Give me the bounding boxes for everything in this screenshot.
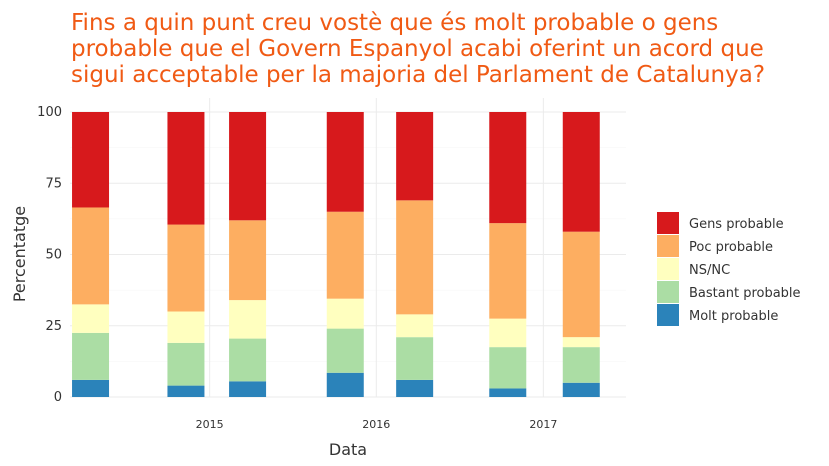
bar-segment-ns-nc	[562, 337, 600, 348]
bar-segment-molt-probable	[167, 385, 205, 397]
bar-segment-ns-nc	[396, 314, 434, 338]
chart-title-line-3: sigui acceptable per la majoria del Parl…	[71, 62, 765, 88]
bar-segment-bastant-probable	[326, 328, 364, 373]
bar-segment-molt-probable	[229, 381, 267, 397]
bar-segment-ns-nc	[167, 311, 205, 343]
bar-stack	[72, 112, 110, 397]
bar-segment-gens-probable	[489, 112, 527, 224]
legend-item: Molt probable	[657, 304, 778, 326]
y-tick-label: 25	[45, 319, 62, 334]
bar-stack	[489, 112, 527, 397]
legend-swatch	[657, 212, 679, 234]
bar-segment-gens-probable	[72, 112, 110, 208]
bar-segment-ns-nc	[326, 298, 364, 329]
chart-title-line-2: probable que el Govern Espanyol acabi of…	[71, 36, 764, 62]
y-tick-labels: 0 25 50 75 100	[37, 105, 62, 405]
legend-label: Molt probable	[689, 309, 778, 324]
x-tick-labels: 2015 2016 2017	[196, 418, 558, 431]
legend-swatch	[657, 304, 679, 326]
bar-segment-bastant-probable	[396, 337, 434, 380]
legend: Gens probable Poc probable NS/NC Bastant pr…	[657, 212, 801, 326]
y-axis-title: Percentatge	[10, 206, 29, 302]
bar-segment-gens-probable	[167, 112, 205, 225]
legend-swatch	[657, 281, 679, 303]
bar-segment-ns-nc	[229, 300, 267, 339]
bar-segment-poc-probable	[562, 231, 600, 338]
bar-segment-poc-probable	[229, 220, 267, 301]
bar-segment-molt-probable	[326, 372, 364, 397]
x-tick-label: 2017	[529, 418, 557, 431]
y-tick-label: 75	[45, 176, 62, 191]
bar-segment-molt-probable	[72, 379, 110, 397]
legend-swatch	[657, 258, 679, 280]
bar-stack	[396, 112, 434, 397]
bar-segment-gens-probable	[229, 112, 267, 221]
legend-label: Poc probable	[689, 240, 773, 255]
bar-segment-molt-probable	[562, 382, 600, 397]
x-tick-label: 2016	[362, 418, 390, 431]
bar-segment-bastant-probable	[72, 332, 110, 380]
bar-segment-molt-probable	[489, 388, 527, 397]
bar-segment-gens-probable	[562, 112, 600, 232]
bar-segment-poc-probable	[326, 211, 364, 299]
bar-segment-poc-probable	[167, 224, 205, 312]
x-axis-title: Data	[329, 440, 367, 459]
bar-segment-poc-probable	[489, 223, 527, 319]
bar-segment-gens-probable	[396, 112, 434, 201]
bar-segment-poc-probable	[396, 200, 434, 315]
y-tick-label: 0	[54, 390, 62, 405]
bar-segment-ns-nc	[489, 318, 527, 348]
legend-label: NS/NC	[689, 263, 730, 278]
bar-stack	[229, 112, 267, 397]
y-tick-label: 100	[37, 105, 62, 120]
bar-segment-bastant-probable	[229, 338, 267, 382]
legend-item: NS/NC	[657, 258, 730, 280]
bar-segment-bastant-probable	[562, 347, 600, 383]
bar-segment-ns-nc	[72, 304, 110, 333]
legend-label: Gens probable	[689, 217, 784, 232]
legend-item: Gens probable	[657, 212, 784, 234]
bar-stack	[167, 112, 205, 397]
bar-segment-molt-probable	[396, 379, 434, 397]
legend-item: Bastant probable	[657, 281, 801, 303]
bars	[72, 112, 600, 397]
legend-item: Poc probable	[657, 235, 773, 257]
x-tick-label: 2015	[196, 418, 224, 431]
legend-label: Bastant probable	[689, 286, 801, 301]
chart-title-line-1: Fins a quin punt creu vostè que és molt …	[71, 10, 718, 36]
legend-swatch	[657, 235, 679, 257]
y-tick-label: 50	[45, 248, 62, 263]
bar-segment-bastant-probable	[489, 347, 527, 389]
bar-segment-poc-probable	[72, 207, 110, 305]
bar-segment-gens-probable	[326, 112, 364, 212]
bar-stack	[326, 112, 364, 397]
bar-segment-bastant-probable	[167, 342, 205, 386]
bar-stack	[562, 112, 600, 397]
